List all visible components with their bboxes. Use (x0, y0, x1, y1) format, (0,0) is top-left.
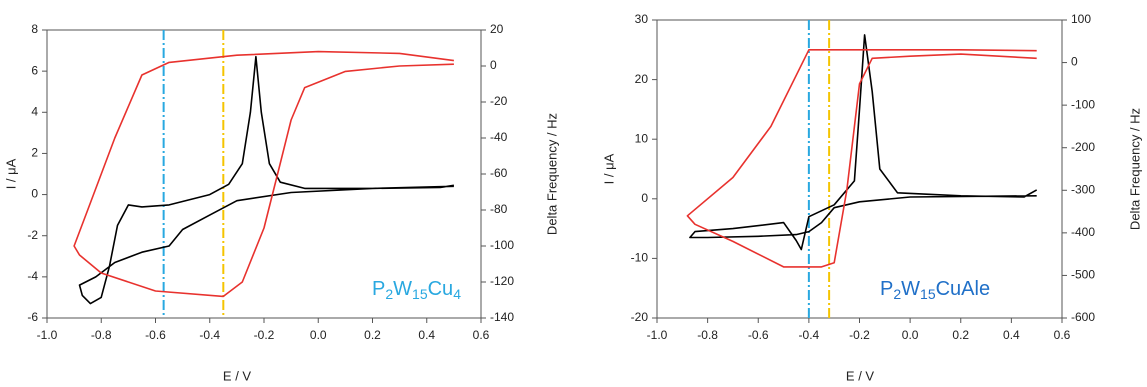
y2-tick-label: -100 (490, 238, 514, 252)
y2-tick-label: 0 (490, 58, 497, 72)
x-tick-label: -0.8 (91, 328, 112, 342)
y-axis-title: I / μA (601, 153, 616, 184)
y2-tick-label: -120 (490, 274, 514, 288)
y-tick-label: 8 (31, 22, 38, 36)
y-tick-label: -6 (27, 310, 38, 324)
y2-tick-label: -600 (1071, 310, 1095, 324)
x-tick-label: 0.4 (1003, 328, 1020, 342)
x-tick-label: 0.0 (902, 328, 919, 342)
x-tick-label: 0.2 (364, 328, 381, 342)
y2-tick-label: 100 (1071, 12, 1091, 26)
x-tick-label: 0.6 (473, 328, 490, 342)
y-tick-label: -4 (27, 269, 38, 283)
data-line (78, 55, 455, 305)
x-axis-title: E / V (846, 368, 875, 383)
x-tick-label: -0.8 (697, 328, 718, 342)
y2-tick-label: -300 (1071, 182, 1095, 196)
plot-frame (656, 19, 1063, 319)
x-tick-label: -0.4 (199, 328, 220, 342)
subscript: 2 (893, 286, 901, 302)
y-tick-label: 2 (31, 146, 38, 160)
x-tick-label: 0.6 (1054, 328, 1071, 342)
y-tick-label: 30 (635, 12, 649, 26)
y-tick-label: 0 (641, 191, 648, 205)
data-line (689, 34, 1038, 251)
chart: -1.0 -0.8 -0.6 -0.4 -0.2 0.0 0.2 0.4 0.6-6-4-202… (3, 22, 559, 383)
formula-part: W (393, 278, 412, 300)
y-tick-label: 4 (31, 104, 38, 118)
y-tick-label: 20 (635, 72, 649, 86)
y2-tick-label: 0 (1071, 55, 1078, 69)
data-line (73, 50, 455, 298)
x-tick-label: -0.6 (145, 328, 166, 342)
y2-tick-label: -140 (490, 310, 514, 324)
subscript: 15 (920, 286, 936, 302)
chart: -1.0 -0.8 -0.6 -0.4 -0.2 0.0 0.2 0.4 0.6-20-1001… (601, 12, 1142, 383)
y-tick-label: -10 (631, 251, 649, 265)
x-tick-label: -1.0 (647, 328, 668, 342)
y2-tick-label: -200 (1071, 140, 1095, 154)
x-tick-label: -0.2 (254, 328, 275, 342)
formula-part: W (901, 278, 920, 300)
x-axis-title: E / V (223, 368, 252, 383)
x-tick-label: 0.2 (952, 328, 969, 342)
x-tick-label: -0.6 (748, 328, 769, 342)
y-tick-label: 6 (31, 63, 38, 77)
y-tick-label: 0 (31, 187, 38, 201)
data-line (686, 49, 1037, 268)
y2-tick-label: -20 (490, 94, 508, 108)
compound-label: P2W15Cu4 (372, 278, 461, 301)
y-tick-label: 10 (635, 131, 649, 145)
y2-axis-title: Delta Frequency / Hz (544, 113, 559, 235)
x-tick-label: -0.2 (849, 328, 870, 342)
formula-part: CuAle (936, 278, 990, 300)
y2-tick-label: -400 (1071, 225, 1095, 239)
x-tick-label: -1.0 (37, 328, 58, 342)
x-tick-label: 0.0 (310, 328, 327, 342)
y-tick-label: -2 (27, 228, 38, 242)
y2-tick-label: 20 (490, 22, 504, 36)
y-tick-label: -20 (631, 310, 649, 324)
subscript: 2 (385, 286, 393, 302)
compound-label: P2W15CuAle (880, 278, 990, 301)
y2-tick-label: -40 (490, 130, 508, 144)
y2-tick-label: -500 (1071, 268, 1095, 282)
subscript: 15 (412, 286, 428, 302)
y2-tick-label: -80 (490, 202, 508, 216)
y-axis-title: I / μA (3, 158, 18, 189)
y2-axis-title: Delta Frequency / Hz (1127, 108, 1142, 230)
y2-tick-label: -100 (1071, 97, 1095, 111)
x-tick-label: 0.4 (418, 328, 435, 342)
formula-part: P (880, 278, 893, 300)
formula-part: Cu (428, 278, 454, 300)
plot-frame (46, 29, 482, 319)
x-tick-label: -0.4 (799, 328, 820, 342)
y2-tick-label: -60 (490, 166, 508, 180)
subscript: 4 (453, 286, 461, 302)
formula-part: P (372, 278, 385, 300)
